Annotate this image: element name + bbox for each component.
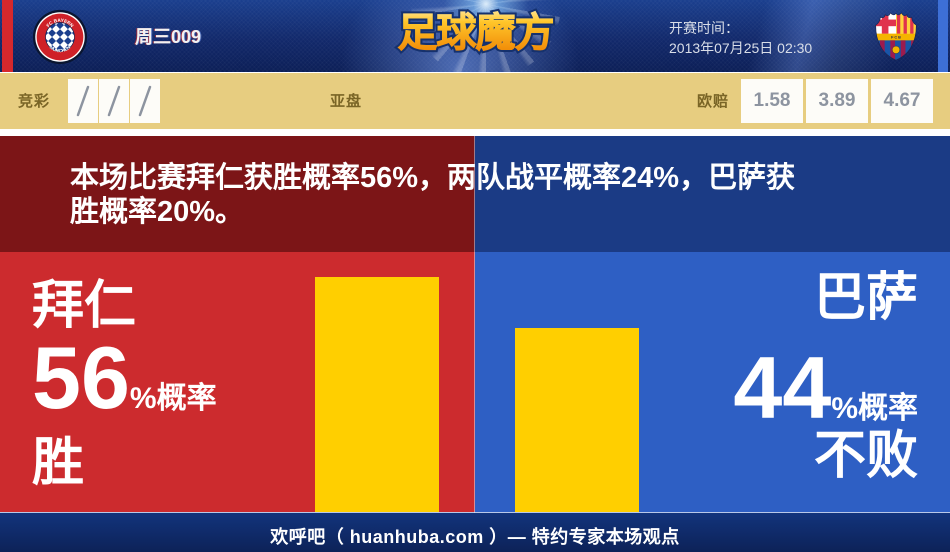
svg-text:F C B: F C B	[891, 35, 901, 39]
